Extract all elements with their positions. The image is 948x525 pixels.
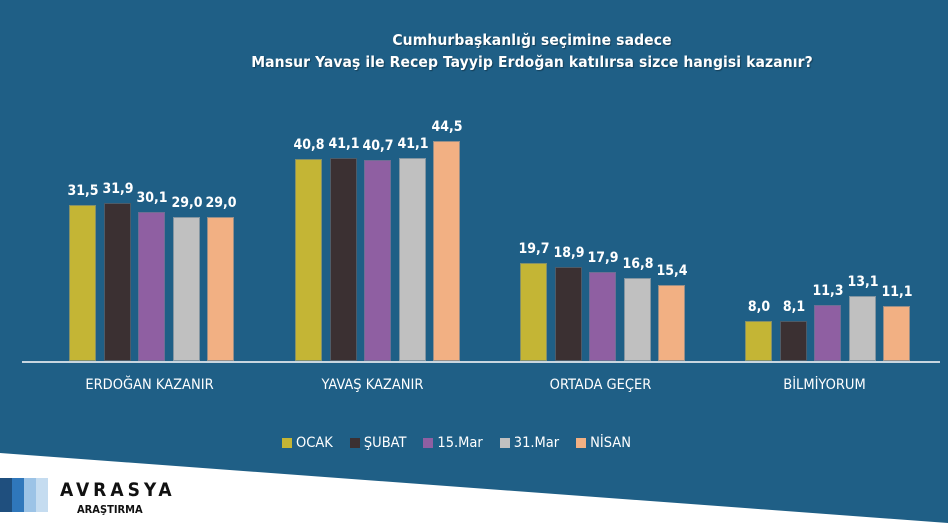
legend-item-nisan: NİSAN xyxy=(576,435,631,451)
bar xyxy=(624,278,651,361)
bar-value-label: 13,1 xyxy=(847,274,879,290)
bar-value-label: 8,0 xyxy=(747,299,771,315)
bar xyxy=(69,205,96,361)
legend-label: 31.Mar xyxy=(513,435,560,451)
bar-value-label: 15,4 xyxy=(656,263,688,279)
legend-item-31mar: 31.Mar xyxy=(499,435,560,451)
bar xyxy=(104,203,131,361)
bar xyxy=(295,159,322,361)
brand-name: AVRASYA xyxy=(60,479,176,501)
legend-swatch-icon xyxy=(576,438,587,448)
bar xyxy=(814,305,841,361)
bar xyxy=(173,217,200,361)
legend-swatch-icon xyxy=(282,438,292,448)
bar-value-label: 19,7 xyxy=(518,241,550,257)
category-label-yavas: YAVAŞ KAZANIR xyxy=(321,377,424,393)
legend-swatch-icon xyxy=(423,438,434,448)
bar xyxy=(207,217,234,361)
bar-value-label: 41,1 xyxy=(397,136,429,152)
chart-title-line2: Mansur Yavaş ile Recep Tayyip Erdoğan ka… xyxy=(251,53,813,71)
bar-value-label: 18,9 xyxy=(553,245,585,261)
legend-swatch-icon xyxy=(499,438,510,448)
legend-label: NİSAN xyxy=(590,435,631,451)
legend-label: ŞUBAT xyxy=(363,435,407,451)
category-label-bilmiyorum: BİLMİYORUM xyxy=(783,377,866,393)
avrasya-logo-icon xyxy=(0,478,48,512)
bar xyxy=(780,321,807,361)
legend-label: OCAK xyxy=(296,435,333,451)
legend: OCAK ŞUBAT 15.Mar 31.Mar NİSAN xyxy=(282,435,648,451)
chart-title-line1: Cumhurbaşkanlığı seçimine sadece xyxy=(392,31,672,49)
category-label-ortada: ORTADA GEÇER xyxy=(549,377,652,393)
bar-value-label: 29,0 xyxy=(171,195,203,211)
legend-item-subat: ŞUBAT xyxy=(349,435,407,451)
bar xyxy=(433,141,460,361)
bar xyxy=(658,285,685,361)
bar-value-label: 40,7 xyxy=(362,138,394,154)
bar xyxy=(883,306,910,361)
bar-value-label: 30,1 xyxy=(136,190,168,206)
bar-value-label: 17,9 xyxy=(587,250,619,266)
bar-value-label: 40,8 xyxy=(293,137,325,153)
bar xyxy=(364,160,391,361)
bar-value-label: 29,0 xyxy=(205,195,237,211)
bar xyxy=(138,212,165,361)
bar xyxy=(745,321,772,361)
bar-value-label: 11,1 xyxy=(881,284,913,300)
category-label-erdogan: ERDOĞAN KAZANIR xyxy=(85,377,214,393)
bar xyxy=(399,158,426,361)
bar-value-label: 16,8 xyxy=(622,256,654,272)
bar-value-label: 41,1 xyxy=(328,136,360,152)
bar xyxy=(555,267,582,361)
bar-value-label: 44,5 xyxy=(431,119,463,135)
bar-value-label: 8,1 xyxy=(782,299,806,315)
legend-label: 15.Mar xyxy=(437,435,483,451)
bar xyxy=(520,263,547,361)
x-axis-line xyxy=(22,361,940,363)
legend-item-ocak: OCAK xyxy=(282,435,333,451)
bar xyxy=(330,158,357,361)
bar-value-label: 31,9 xyxy=(102,181,134,197)
bar xyxy=(589,272,616,361)
brand-subtitle: ARAŞTIRMA xyxy=(77,503,143,516)
bar-value-label: 31,5 xyxy=(67,183,99,199)
bar-value-label: 11,3 xyxy=(812,283,844,299)
legend-swatch-icon xyxy=(349,438,360,448)
legend-item-15mar: 15.Mar xyxy=(423,435,483,451)
bar xyxy=(849,296,876,361)
